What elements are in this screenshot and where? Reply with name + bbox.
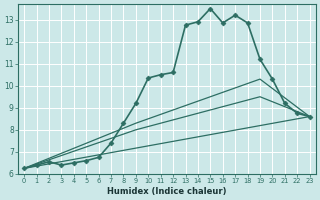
X-axis label: Humidex (Indice chaleur): Humidex (Indice chaleur) — [107, 187, 227, 196]
